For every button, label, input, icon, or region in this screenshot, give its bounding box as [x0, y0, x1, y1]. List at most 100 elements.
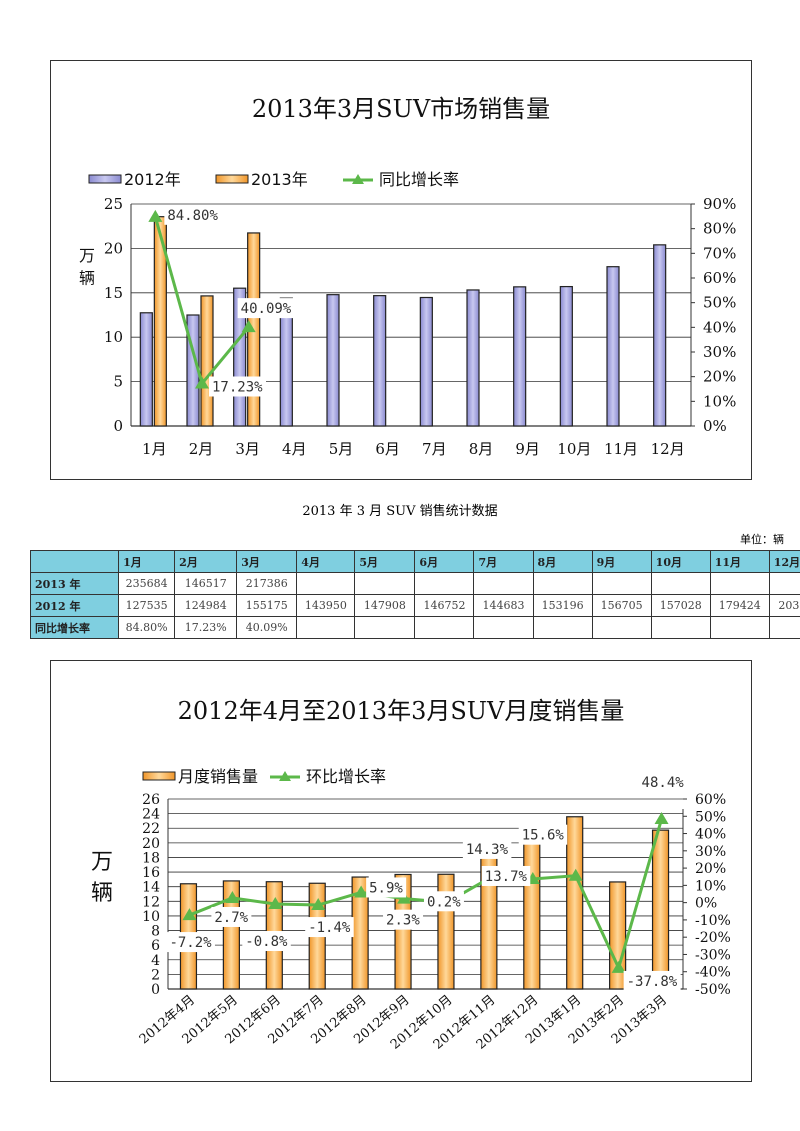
y2-tick-label: -10% — [695, 913, 731, 929]
data-label-bg — [518, 824, 568, 845]
y2-tick-label: 40% — [703, 318, 736, 336]
bar — [523, 839, 541, 990]
table-cell — [650, 572, 711, 595]
y2-tick-label: 10% — [703, 392, 736, 410]
data-label-bg — [638, 772, 688, 793]
table-cell: 146517 — [174, 572, 238, 595]
x-tick-label: 3月 — [235, 440, 260, 458]
table-cell: 127535 — [118, 594, 176, 617]
table-cell: 2月 — [174, 550, 238, 573]
legend-swatch-icon — [88, 174, 122, 184]
table-cell: 3月 — [236, 550, 298, 573]
data-point-marker — [654, 812, 669, 825]
legend-label: 2013年 — [251, 170, 308, 189]
row-header: 同比增长率 — [29, 616, 120, 639]
data-label: -37.8% — [627, 974, 678, 990]
row-header: 2013 年 — [29, 572, 120, 595]
y-tick-label: 12 — [142, 894, 160, 910]
bar — [653, 244, 667, 427]
chart-title: 2013年3月SUV市场销售量 — [252, 95, 550, 123]
table-cell — [591, 616, 652, 639]
bar — [373, 295, 387, 427]
table-row: 1月 2月 3月 4月 5月 6月 7月 8月 9月 10月 11月 12月 — [29, 550, 800, 573]
y2-tick-label: 60% — [703, 269, 736, 287]
x-tick-label: 2月 — [189, 440, 214, 458]
table-cell: 203950 — [768, 594, 800, 617]
table-row: 2012 年 127535 124984 155175 143950 147908 1467… — [29, 594, 800, 617]
data-point-marker — [397, 891, 412, 904]
data-point-marker — [568, 868, 583, 881]
table-cell: 8月 — [532, 550, 593, 573]
table-cell — [414, 572, 475, 595]
x-tick-label: 9月 — [515, 440, 540, 458]
data-label-bg — [366, 877, 407, 898]
table-cell — [414, 616, 475, 639]
bar — [139, 312, 153, 427]
x-tick-label: 6月 — [375, 440, 400, 458]
table-cell — [532, 616, 593, 639]
y-axis-label-2: 辆 — [91, 881, 113, 906]
data-label-bg — [242, 931, 291, 952]
bar — [566, 816, 584, 990]
y-tick-label: 20 — [104, 239, 123, 257]
bar — [153, 216, 167, 427]
data-label: 48.4% — [642, 775, 685, 791]
data-point-marker — [195, 376, 209, 389]
row-header — [29, 550, 120, 573]
data-label-bg — [462, 838, 512, 859]
table-cell — [296, 616, 356, 639]
bar — [200, 295, 214, 427]
legend-swatch-icon — [215, 174, 249, 184]
y2-tick-label: 0% — [695, 896, 717, 912]
data-label-bg — [209, 376, 266, 397]
y-tick-label: 0 — [151, 982, 160, 998]
table-cell: 235684 — [118, 572, 176, 595]
x-tick-label: 5月 — [329, 440, 354, 458]
y2-tick-label: 90% — [703, 195, 736, 213]
bar — [466, 289, 480, 427]
y-tick-label: 4 — [151, 953, 160, 969]
table-cell: 10月 — [650, 550, 711, 573]
table-cell: 155175 — [236, 594, 298, 617]
table-caption: 2013 年 3 月 SUV 销售统计数据 — [302, 504, 498, 519]
data-label: 84.80% — [167, 208, 218, 224]
table-cell — [296, 572, 356, 595]
y2-tick-label: 30% — [695, 844, 726, 860]
y2-tick-label: 50% — [695, 809, 726, 825]
x-tick-label: 1月 — [142, 440, 167, 458]
table-row: 2013 年 235684 146517 217386 — [29, 572, 800, 595]
data-label: 17.23% — [212, 379, 263, 395]
y-tick-label: 24 — [142, 807, 160, 823]
y-tick-label: 0 — [113, 417, 123, 435]
table-cell: 144683 — [473, 594, 534, 617]
chart-monthly-sales: 2012年4月至2013年3月SUV月度销售量 月度销售量 环比增长率 0 2 4 6 8 10… — [50, 660, 752, 1082]
data-label: 5.9% — [369, 880, 403, 896]
x-tick-label: 12月 — [651, 440, 685, 458]
table-row: 同比增长率 84.80% 17.23% 40.09% — [29, 616, 800, 639]
data-point-marker — [182, 908, 197, 921]
data-label: 0.2% — [427, 894, 461, 910]
data-label-bg — [237, 298, 295, 319]
x-tick-label: 10月 — [557, 440, 591, 458]
data-label-bg — [164, 204, 222, 225]
legend-label: 同比增长率 — [379, 170, 459, 189]
table-cell — [709, 616, 770, 639]
table-cell: 12月 — [768, 550, 800, 573]
table-cell — [768, 572, 800, 595]
table-cell: 143950 — [296, 594, 356, 617]
y-tick-label: 10 — [104, 328, 123, 346]
data-point-marker — [241, 320, 256, 333]
data-point-marker — [225, 890, 240, 903]
data-label: -0.8% — [245, 934, 288, 950]
x-tick-label: 8月 — [469, 440, 494, 458]
bar — [513, 286, 527, 427]
table-cell: 147908 — [354, 594, 416, 617]
data-point-marker — [311, 898, 326, 911]
data-label: -1.4% — [308, 920, 351, 936]
y2-tick-label: 20% — [695, 861, 726, 877]
data-point-marker — [354, 885, 369, 898]
table-cell — [650, 616, 711, 639]
y-tick-label: 16 — [142, 865, 160, 881]
table-cell: 146752 — [414, 594, 475, 617]
y-tick-label: 15 — [104, 284, 123, 302]
